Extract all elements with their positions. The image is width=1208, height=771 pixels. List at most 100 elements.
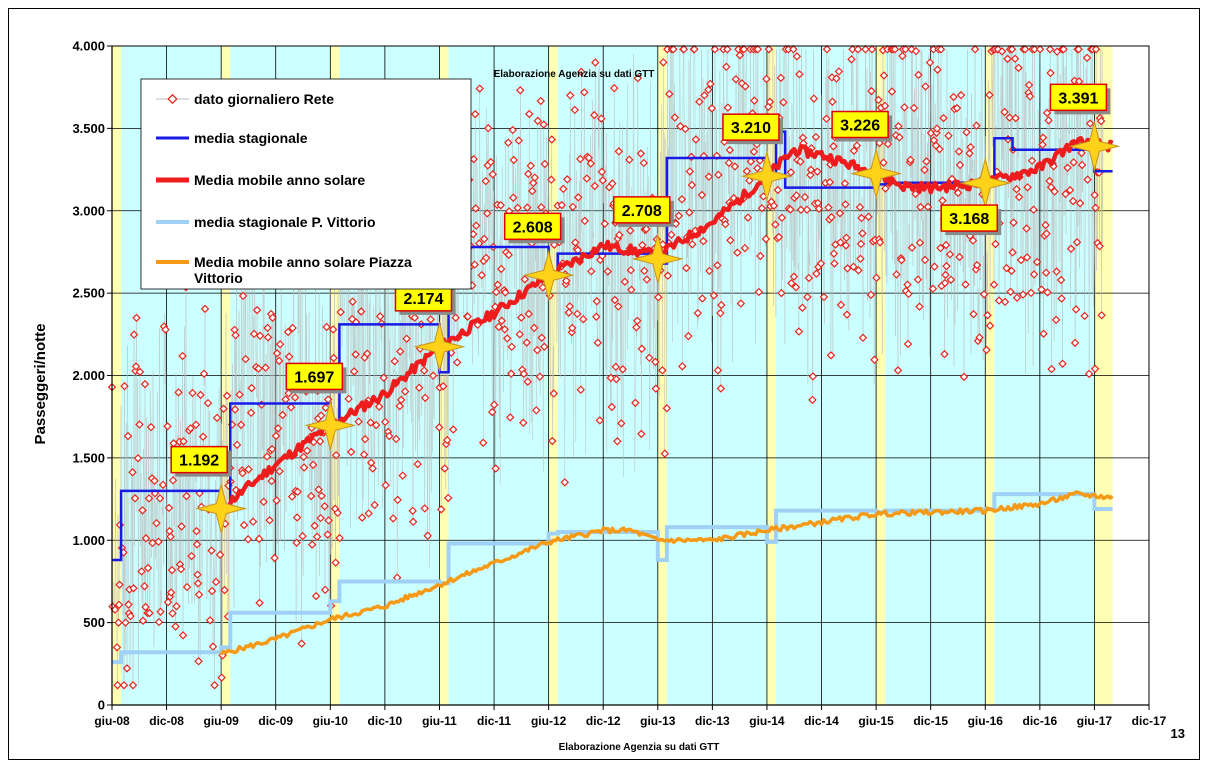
daily-marker xyxy=(395,401,404,411)
x-tick-label: dic-11 xyxy=(477,714,511,728)
daily-marker xyxy=(120,381,129,391)
daily-marker xyxy=(887,87,897,96)
daily-marker xyxy=(892,270,901,279)
daily-marker xyxy=(194,657,203,666)
value-star xyxy=(195,482,248,535)
daily-marker xyxy=(764,45,774,54)
value-star xyxy=(413,320,466,373)
daily-marker xyxy=(141,602,150,612)
daily-marker xyxy=(592,312,601,321)
y-tick-label: 2.000 xyxy=(72,368,105,383)
daily-marker xyxy=(804,273,814,283)
daily-marker xyxy=(335,533,344,543)
callout-box xyxy=(831,110,889,139)
daily-marker xyxy=(944,131,953,140)
daily-marker xyxy=(798,133,808,143)
y-tick-label: 3.500 xyxy=(72,121,105,136)
daily-marker xyxy=(115,580,124,590)
daily-marker xyxy=(883,139,893,149)
daily-marker xyxy=(331,558,340,567)
daily-marker xyxy=(443,493,453,503)
daily-marker xyxy=(297,639,306,648)
daily-marker xyxy=(848,45,857,54)
daily-marker xyxy=(796,205,806,215)
daily-marker xyxy=(169,439,178,448)
daily-marker xyxy=(563,175,572,184)
callout-value: 2.608 xyxy=(513,219,553,236)
daily-marker xyxy=(122,664,132,673)
daily-marker xyxy=(210,680,219,690)
daily-marker xyxy=(1071,305,1081,314)
daily-marker xyxy=(681,124,690,134)
daily-marker xyxy=(163,597,173,607)
x-tick-label: giu-15 xyxy=(858,714,894,728)
daily-marker xyxy=(654,293,663,302)
daily-marker xyxy=(1000,297,1010,307)
daily-marker xyxy=(483,123,493,133)
daily-marker xyxy=(1037,285,1046,294)
daily-marker xyxy=(983,311,992,320)
daily-marker xyxy=(830,259,839,268)
daily-marker xyxy=(310,521,319,531)
daily-marker xyxy=(952,103,962,113)
daily-marker xyxy=(920,255,930,265)
daily-marker xyxy=(749,147,759,156)
value-callouts: 1.192 1.697 2.174 2.608 2.708 3.210 3.226 3.168… xyxy=(170,83,1121,535)
daily-marker xyxy=(299,463,309,472)
daily-marker xyxy=(645,353,654,363)
daily-marker xyxy=(611,362,621,372)
daily-marker xyxy=(607,402,617,412)
daily-marker xyxy=(379,373,388,382)
daily-marker xyxy=(438,381,448,391)
daily-marker xyxy=(481,176,490,186)
daily-marker xyxy=(286,403,296,412)
daily-marker xyxy=(940,278,950,288)
daily-marker xyxy=(789,45,798,54)
daily-marker xyxy=(1047,364,1056,374)
daily-marker xyxy=(613,437,622,446)
daily-marker xyxy=(496,201,505,210)
x-tick-label: giu-13 xyxy=(640,714,676,728)
daily-marker xyxy=(166,532,175,541)
daily-marker xyxy=(854,266,863,275)
daily-marker xyxy=(536,96,546,106)
daily-marker xyxy=(911,46,921,56)
daily-marker xyxy=(858,333,868,343)
daily-marker xyxy=(533,345,542,355)
daily-marker xyxy=(936,243,945,253)
daily-marker xyxy=(1043,288,1052,297)
daily-marker xyxy=(633,316,642,326)
y-tick-label: 1.000 xyxy=(72,533,105,548)
daily-marker xyxy=(448,425,458,434)
daily-marker xyxy=(265,516,274,525)
daily-marker xyxy=(1007,45,1017,54)
daily-marker xyxy=(756,251,765,261)
daily-marker xyxy=(478,438,488,447)
daily-marker xyxy=(487,407,497,417)
daily-marker xyxy=(794,327,804,336)
daily-marker xyxy=(113,680,122,690)
daily-marker xyxy=(194,590,204,599)
daily-marker xyxy=(707,104,717,113)
daily-marker xyxy=(773,185,783,195)
daily-marker xyxy=(914,70,923,80)
daily-marker xyxy=(811,132,821,142)
daily-marker xyxy=(608,179,617,188)
daily-marker xyxy=(168,609,177,618)
daily-marker xyxy=(238,291,248,301)
daily-marker xyxy=(925,58,935,67)
daily-marker xyxy=(874,95,883,105)
daily-marker xyxy=(903,339,913,349)
daily-marker xyxy=(620,277,630,287)
daily-marker xyxy=(477,270,486,280)
daily-marker xyxy=(155,494,165,503)
daily-marker xyxy=(540,159,550,169)
daily-marker xyxy=(625,155,634,164)
daily-marker xyxy=(1091,203,1100,213)
daily-marker xyxy=(148,538,157,548)
daily-marker xyxy=(270,553,279,563)
daily-marker xyxy=(186,424,195,433)
daily-marker xyxy=(1022,224,1031,233)
daily-marker xyxy=(806,165,816,174)
x-tick-label: giu-10 xyxy=(313,714,349,728)
